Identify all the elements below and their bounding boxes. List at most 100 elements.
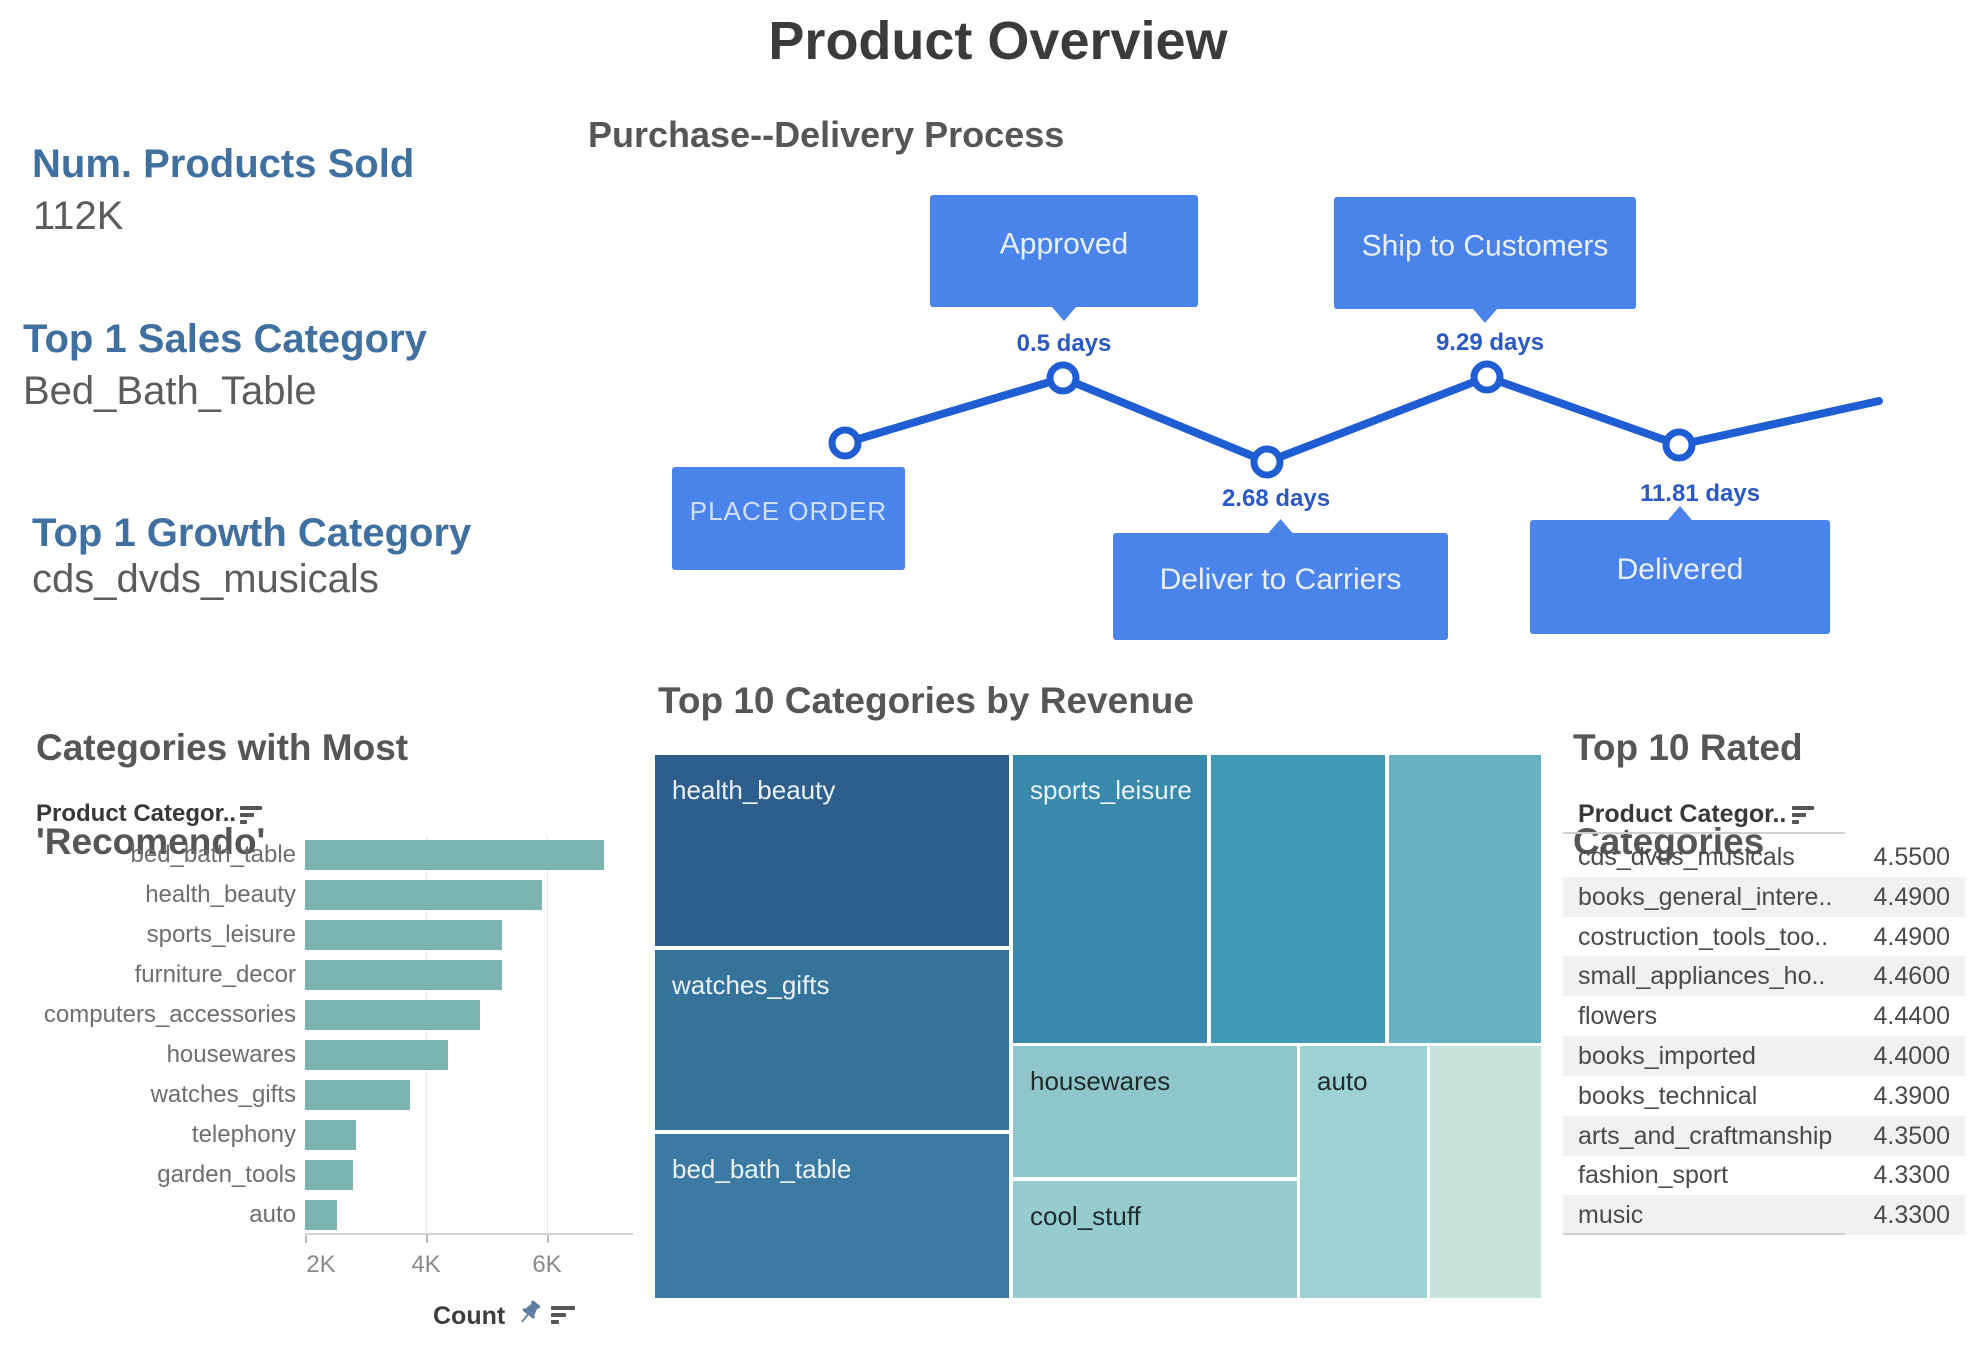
bar[interactable]: [305, 920, 502, 950]
gridline: [426, 835, 427, 1233]
process-stage-label: Delivered: [1617, 553, 1744, 586]
process-duration-label: 2.68 days: [1222, 485, 1330, 512]
treemap-tile[interactable]: sports_leisure: [1013, 755, 1207, 1043]
treemap-tile[interactable]: [1211, 755, 1385, 1043]
rating-table-column-header[interactable]: Product Categor..: [1578, 800, 1787, 828]
bar-category-label: housewares: [166, 1041, 296, 1068]
table-rating-cell: 4.4400: [1873, 1002, 1950, 1030]
process-stage-label: Deliver to Carriers: [1160, 563, 1402, 596]
gridline: [547, 835, 548, 1233]
process-node-3: [1470, 360, 1504, 394]
process-flow-diagram: PLACE ORDER Approved Deliver to Carriers Sh…: [672, 195, 1883, 640]
pointer-down-icon: [1052, 307, 1076, 321]
process-timeline-line: [841, 373, 1883, 466]
table-row[interactable]: [1563, 956, 1965, 996]
pointer-up-icon: [1668, 506, 1692, 520]
tick-mark: [426, 1235, 428, 1243]
bar-x-axis-label: Count: [433, 1302, 506, 1330]
table-rating-cell: 4.4900: [1873, 883, 1950, 911]
bar[interactable]: [305, 1080, 410, 1110]
sort-descending-icon[interactable]: [240, 806, 264, 827]
table-rating-cell: 4.3500: [1873, 1122, 1950, 1150]
tick-label: 6K: [532, 1251, 562, 1278]
bar-category-label: garden_tools: [157, 1161, 296, 1188]
table-category-cell: books_imported: [1578, 1042, 1756, 1070]
bar-category-label: bed_bath_table: [130, 841, 297, 868]
bar[interactable]: [305, 960, 502, 990]
table-category-cell: costruction_tools_too..: [1578, 923, 1829, 951]
process-node-4: [1662, 428, 1696, 462]
pin-icon[interactable]: [514, 1298, 544, 1328]
treemap-tile[interactable]: [1389, 755, 1541, 1043]
bar[interactable]: [305, 1000, 480, 1030]
table-rating-cell: 4.4000: [1873, 1042, 1950, 1070]
process-section-title: Purchase--Delivery Process: [588, 114, 1065, 155]
table-category-cell: arts_and_craftmanship: [1578, 1122, 1833, 1150]
kpi-value: cds_dvds_musicals: [32, 557, 379, 601]
table-row[interactable]: [1563, 1116, 1965, 1156]
bar[interactable]: [305, 1200, 337, 1230]
table-category-cell: small_appliances_ho..: [1578, 962, 1826, 990]
kpi-label: Top 1 Growth Category: [32, 511, 472, 555]
table-category-cell: books_technical: [1578, 1082, 1758, 1110]
kpi-label: Top 1 Sales Category: [23, 317, 427, 361]
process-stage-box: [1334, 197, 1636, 309]
process-duration-label: 11.81 days: [1640, 480, 1760, 507]
process-stage-box: [930, 195, 1198, 307]
table-rating-cell: 4.3300: [1873, 1161, 1950, 1189]
tick-label: 2K: [306, 1251, 336, 1278]
tick-mark: [305, 1235, 307, 1243]
table-category-cell: music: [1578, 1201, 1644, 1229]
page-title: Product Overview: [768, 11, 1228, 71]
table-category-cell: flowers: [1578, 1002, 1658, 1030]
bar-category-label: auto: [249, 1201, 296, 1228]
process-stage-box: [672, 467, 905, 570]
bar-category-label: computers_accessories: [43, 1001, 296, 1028]
bar-category-label: health_beauty: [145, 881, 296, 908]
treemap-tile-label: cool_stuff: [1030, 1201, 1141, 1231]
bar-category-label: sports_leisure: [146, 921, 296, 948]
treemap-title: Top 10 Categories by Revenue: [658, 680, 1194, 721]
process-stage-label: PLACE ORDER: [690, 496, 887, 526]
treemap-tile-label: health_beauty: [672, 775, 836, 805]
table-rating-cell: 4.3900: [1873, 1082, 1950, 1110]
table-rating-cell: 4.3300: [1873, 1201, 1950, 1229]
process-duration-label: 9.29 days: [1436, 329, 1544, 356]
treemap-tile-label: sports_leisure: [1030, 775, 1192, 805]
sort-descending-icon[interactable]: [551, 1306, 577, 1327]
tick-mark: [547, 1235, 549, 1243]
table-rating-cell: 4.4600: [1873, 962, 1950, 990]
pointer-up-icon: [1268, 519, 1293, 533]
bar[interactable]: [305, 1040, 448, 1070]
process-node-1: [1046, 361, 1080, 395]
treemap-tile[interactable]: bed_bath_table: [655, 1134, 1009, 1298]
treemap-tile[interactable]: cool_stuff: [1013, 1181, 1297, 1298]
process-stage-box: [1530, 520, 1830, 634]
bar[interactable]: [305, 1160, 353, 1190]
bar[interactable]: [305, 840, 604, 870]
treemap-tile-label: housewares: [1030, 1066, 1171, 1096]
treemap-tile[interactable]: [1430, 1046, 1541, 1298]
process-stage-label: Ship to Customers: [1362, 229, 1609, 262]
table-row[interactable]: [1563, 877, 1965, 917]
bar-chart-title: Categories with Most 'Recomendo': [36, 726, 409, 862]
tick-label: 4K: [411, 1251, 441, 1278]
process-node-2: [1250, 445, 1284, 479]
bar[interactable]: [305, 1120, 356, 1150]
treemap-tile[interactable]: health_beauty: [655, 755, 1009, 946]
treemap-tile[interactable]: housewares: [1013, 1046, 1297, 1177]
bar-x-axis-line: [305, 1233, 633, 1235]
table-row[interactable]: [1563, 1195, 1965, 1235]
process-stage-label: Approved: [1000, 227, 1128, 260]
process-duration-label: 0.5 days: [1017, 330, 1112, 357]
treemap-tile-label: bed_bath_table: [672, 1154, 852, 1184]
bar[interactable]: [305, 880, 542, 910]
treemap-tile[interactable]: auto: [1300, 1046, 1427, 1298]
table-category-cell: fashion_sport: [1578, 1161, 1729, 1189]
treemap-tile-label: watches_gifts: [672, 970, 830, 1000]
treemap-tile[interactable]: watches_gifts: [655, 950, 1009, 1130]
table-row[interactable]: [1563, 1036, 1965, 1076]
bar-chart-column-header[interactable]: Product Categor..: [36, 800, 237, 827]
sort-descending-icon[interactable]: [1792, 806, 1816, 827]
